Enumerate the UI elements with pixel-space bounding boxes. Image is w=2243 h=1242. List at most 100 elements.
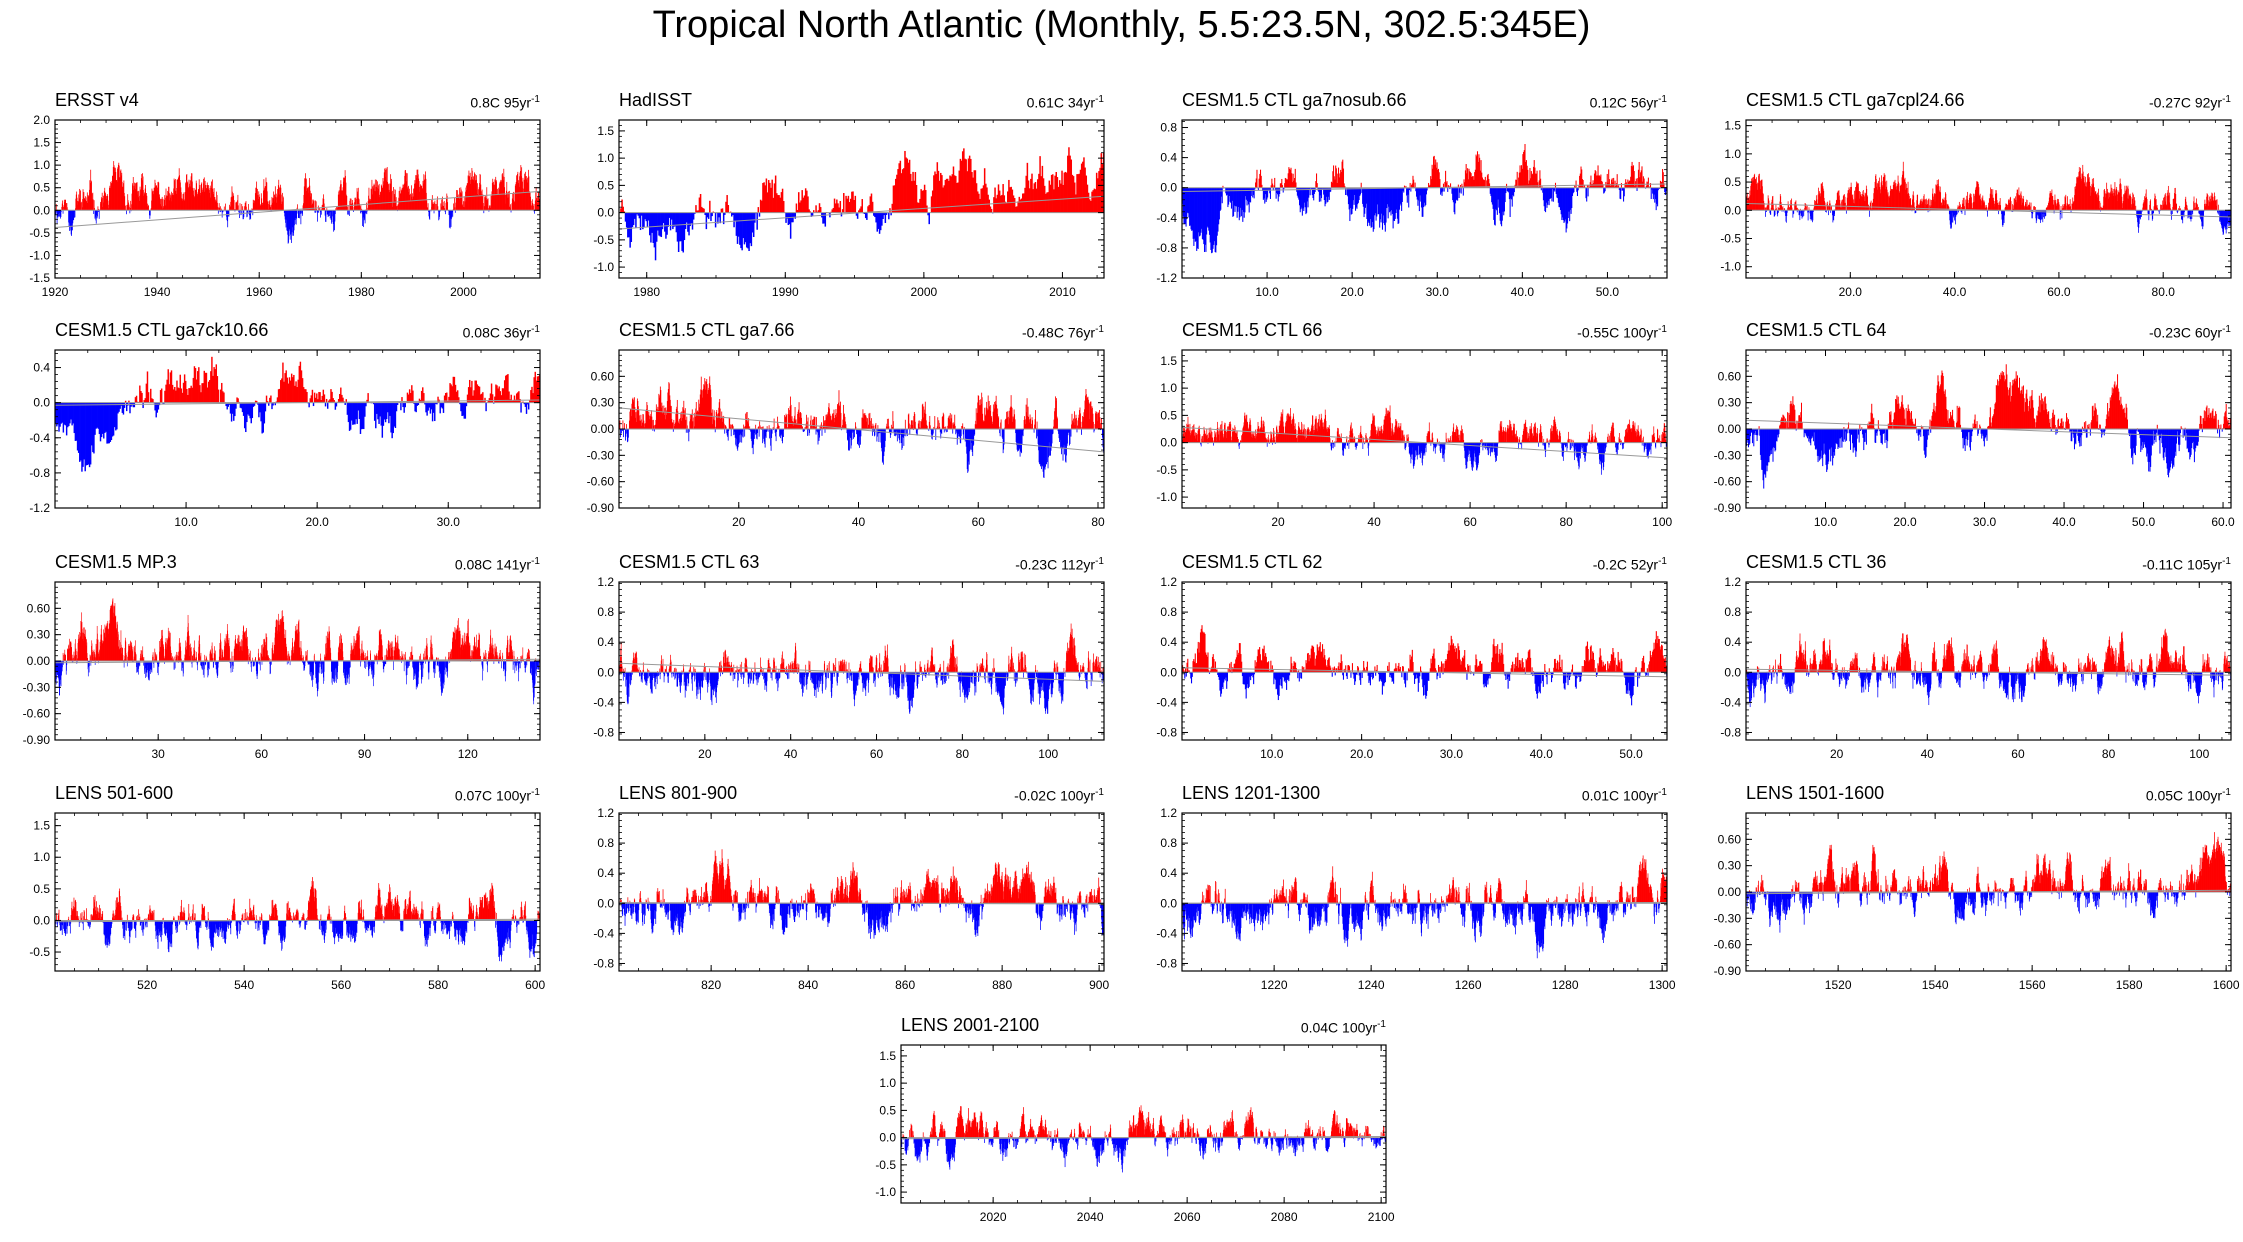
- anomaly-bar: [325, 210, 326, 222]
- anomaly-bar: [505, 203, 506, 211]
- anomaly-bar: [689, 414, 691, 429]
- anomaly-bar: [2068, 204, 2070, 211]
- anomaly-bar: [2186, 204, 2188, 211]
- anomaly-bar: [709, 376, 711, 429]
- anomaly-bar: [1563, 187, 1565, 223]
- anomaly-bar: [1642, 176, 1644, 188]
- anomaly-bar: [1202, 187, 1204, 240]
- anomaly-bar: [680, 412, 682, 429]
- anomaly-bar: [845, 195, 847, 213]
- anomaly-bar: [709, 384, 711, 429]
- trend-value: 0.12C 56yr: [1590, 95, 1658, 111]
- anomaly-bar: [406, 181, 408, 211]
- anomaly-bar: [375, 402, 377, 429]
- anomaly-bar: [190, 186, 192, 211]
- anomaly-bar: [1262, 187, 1264, 200]
- anomaly-bar: [106, 195, 107, 211]
- anomaly-bar: [436, 402, 438, 405]
- anomaly-bar: [285, 210, 286, 223]
- anomaly-bar: [1766, 206, 1768, 211]
- anomaly-bar: [858, 429, 859, 446]
- anomaly-bar: [196, 192, 198, 211]
- anomaly-bar: [1885, 186, 1887, 211]
- anomaly-bar: [728, 429, 730, 432]
- anomaly-bar: [2038, 210, 2040, 220]
- anomaly-bar: [416, 178, 417, 211]
- anomaly-bar: [1983, 200, 1985, 211]
- anomaly-bar: [2088, 177, 2090, 211]
- anomaly-bar: [747, 423, 749, 429]
- anomaly-bar: [300, 210, 302, 225]
- anomaly-bar: [1197, 187, 1199, 249]
- anomaly-bar: [869, 412, 871, 429]
- anomaly-bar: [1432, 168, 1434, 188]
- anomaly-bar: [346, 194, 347, 211]
- anomaly-bar: [426, 402, 428, 416]
- anomaly-bar: [915, 184, 918, 213]
- anomaly-bar: [2222, 210, 2224, 232]
- anomaly-bar: [234, 402, 236, 417]
- anomaly-bar: [477, 385, 480, 403]
- anomaly-bar: [2182, 210, 2184, 224]
- anomaly-bar: [1637, 178, 1639, 188]
- anomaly-bar: [239, 402, 242, 408]
- anomaly-bar: [522, 188, 523, 211]
- anomaly-bar: [139, 186, 141, 211]
- anomaly-bar: [830, 415, 832, 429]
- anomaly-bar: [2075, 183, 2077, 211]
- anomaly-bar: [622, 420, 624, 429]
- anomaly-bar: [144, 194, 146, 211]
- anomaly-bar: [2042, 210, 2044, 223]
- anomaly-bar: [661, 405, 663, 429]
- anomaly-bar: [213, 191, 215, 211]
- anomaly-bar: [185, 183, 186, 211]
- anomaly-bar: [658, 212, 660, 236]
- anomaly-bar: [662, 413, 664, 429]
- anomaly-bar: [813, 419, 814, 429]
- anomaly-bar: [712, 211, 715, 213]
- anomaly-bar: [381, 185, 383, 211]
- anomaly-bar: [289, 210, 291, 240]
- anomaly-bar: [1600, 174, 1602, 188]
- anomaly-bar: [1408, 187, 1410, 191]
- anomaly-bar: [656, 410, 658, 429]
- anomaly-bar: [1376, 187, 1378, 217]
- anomaly-bar: [1418, 187, 1420, 201]
- anomaly-bar: [2120, 184, 2122, 211]
- anomaly-bar: [329, 210, 331, 219]
- anomaly-bar: [1883, 176, 1885, 211]
- anomaly-bar: [349, 402, 352, 430]
- anomaly-bar: [1515, 179, 1518, 188]
- anomaly-bar: [1297, 187, 1299, 198]
- anomaly-bar: [649, 212, 651, 236]
- anomaly-bar: [2071, 203, 2073, 211]
- anomaly-bar: [418, 178, 420, 211]
- anomaly-bar: [420, 185, 422, 211]
- anomaly-bar: [137, 194, 138, 211]
- anomaly-bar: [160, 198, 161, 211]
- anomaly-bar: [414, 180, 416, 211]
- anomaly-bar: [316, 210, 318, 212]
- anomaly-bar: [1779, 208, 1780, 211]
- anomaly-bar: [1357, 187, 1359, 203]
- anomaly-bar: [1905, 182, 1906, 211]
- anomaly-bar: [2030, 202, 2032, 211]
- anomaly-bar: [1279, 187, 1281, 195]
- anomaly-bar: [297, 210, 299, 218]
- anomaly-bar: [392, 402, 394, 434]
- anomaly-bar: [816, 429, 818, 432]
- anomaly-bar: [1810, 210, 1812, 221]
- anomaly-bar: [1630, 165, 1632, 188]
- anomaly-bar: [2199, 210, 2201, 218]
- anomaly-bar: [2203, 210, 2204, 217]
- anomaly-bar: [302, 205, 304, 211]
- anomaly-bar: [904, 150, 906, 213]
- anomaly-bar: [284, 373, 286, 403]
- anomaly-bar: [2009, 200, 2011, 211]
- anomaly-bar: [110, 183, 112, 211]
- anomaly-bar: [2062, 204, 2064, 211]
- anomaly-bar: [1840, 207, 1842, 211]
- anomaly-bar: [1997, 204, 1999, 211]
- anomaly-bar: [806, 190, 808, 213]
